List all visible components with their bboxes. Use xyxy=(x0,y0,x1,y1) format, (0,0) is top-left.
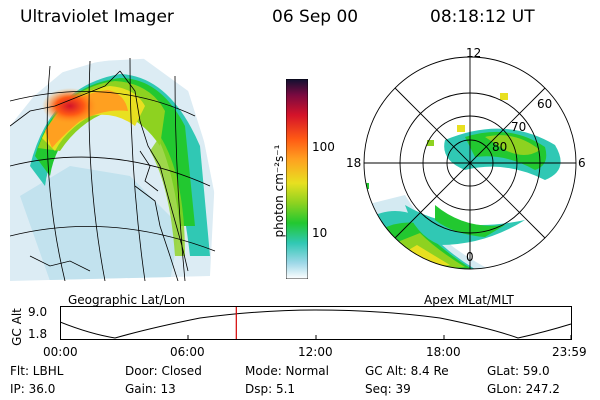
altitude-ytick-min: 1.8 xyxy=(28,327,48,341)
altitude-xtick-0: 00:00 xyxy=(43,345,78,359)
time-label: 08:18:12 UT xyxy=(430,7,535,27)
info-door: Door: Closed xyxy=(125,364,202,378)
colorbar-tick-10: 10 xyxy=(312,226,328,240)
altitude-ytick-max: 9.0 xyxy=(28,305,48,319)
polar-map xyxy=(363,56,577,270)
colorbar-tick-100: 100 xyxy=(312,140,335,154)
colorbar xyxy=(286,79,308,279)
mlt-label-12: 12 xyxy=(466,46,482,60)
mlt-label-0: 0 xyxy=(466,250,474,264)
info-glat: GLat: 59.0 xyxy=(487,364,550,378)
altitude-xtick-2: 12:00 xyxy=(298,345,333,359)
info-seq: Seq: 39 xyxy=(365,382,411,396)
mlat-label-70: 70 xyxy=(511,120,527,134)
mlt-label-6: 6 xyxy=(578,156,586,170)
mlat-label-60: 60 xyxy=(537,97,553,111)
mlt-label-18: 18 xyxy=(346,156,362,170)
info-gain: Gain: 13 xyxy=(125,382,176,396)
altitude-xtick-4: 23:59 xyxy=(552,345,587,359)
geographic-caption: Geographic Lat/Lon xyxy=(68,293,186,307)
altitude-xtick-1: 06:00 xyxy=(170,345,205,359)
info-dsp: Dsp: 5.1 xyxy=(245,382,296,396)
geographic-map xyxy=(10,57,216,281)
info-gcalt: GC Alt: 8.4 Re xyxy=(365,364,449,378)
info-ip: IP: 36.0 xyxy=(10,382,56,396)
altitude-ylabel: GC Alt xyxy=(10,308,24,346)
date-label: 06 Sep 00 xyxy=(272,7,359,27)
info-flt: Flt: LBHL xyxy=(10,364,64,378)
polar-caption: Apex MLat/MLT xyxy=(424,293,514,307)
altitude-curve xyxy=(60,309,572,339)
mlat-label-80: 80 xyxy=(492,140,508,154)
info-mode: Mode: Normal xyxy=(245,364,329,378)
info-glon: GLon: 247.2 xyxy=(487,382,560,396)
altitude-plot xyxy=(60,306,572,340)
altitude-xtick-3: 18:00 xyxy=(426,345,461,359)
colorbar-unit-label: photon cm⁻²s⁻¹ xyxy=(272,144,286,238)
instrument-title: Ultraviolet Imager xyxy=(20,7,174,27)
